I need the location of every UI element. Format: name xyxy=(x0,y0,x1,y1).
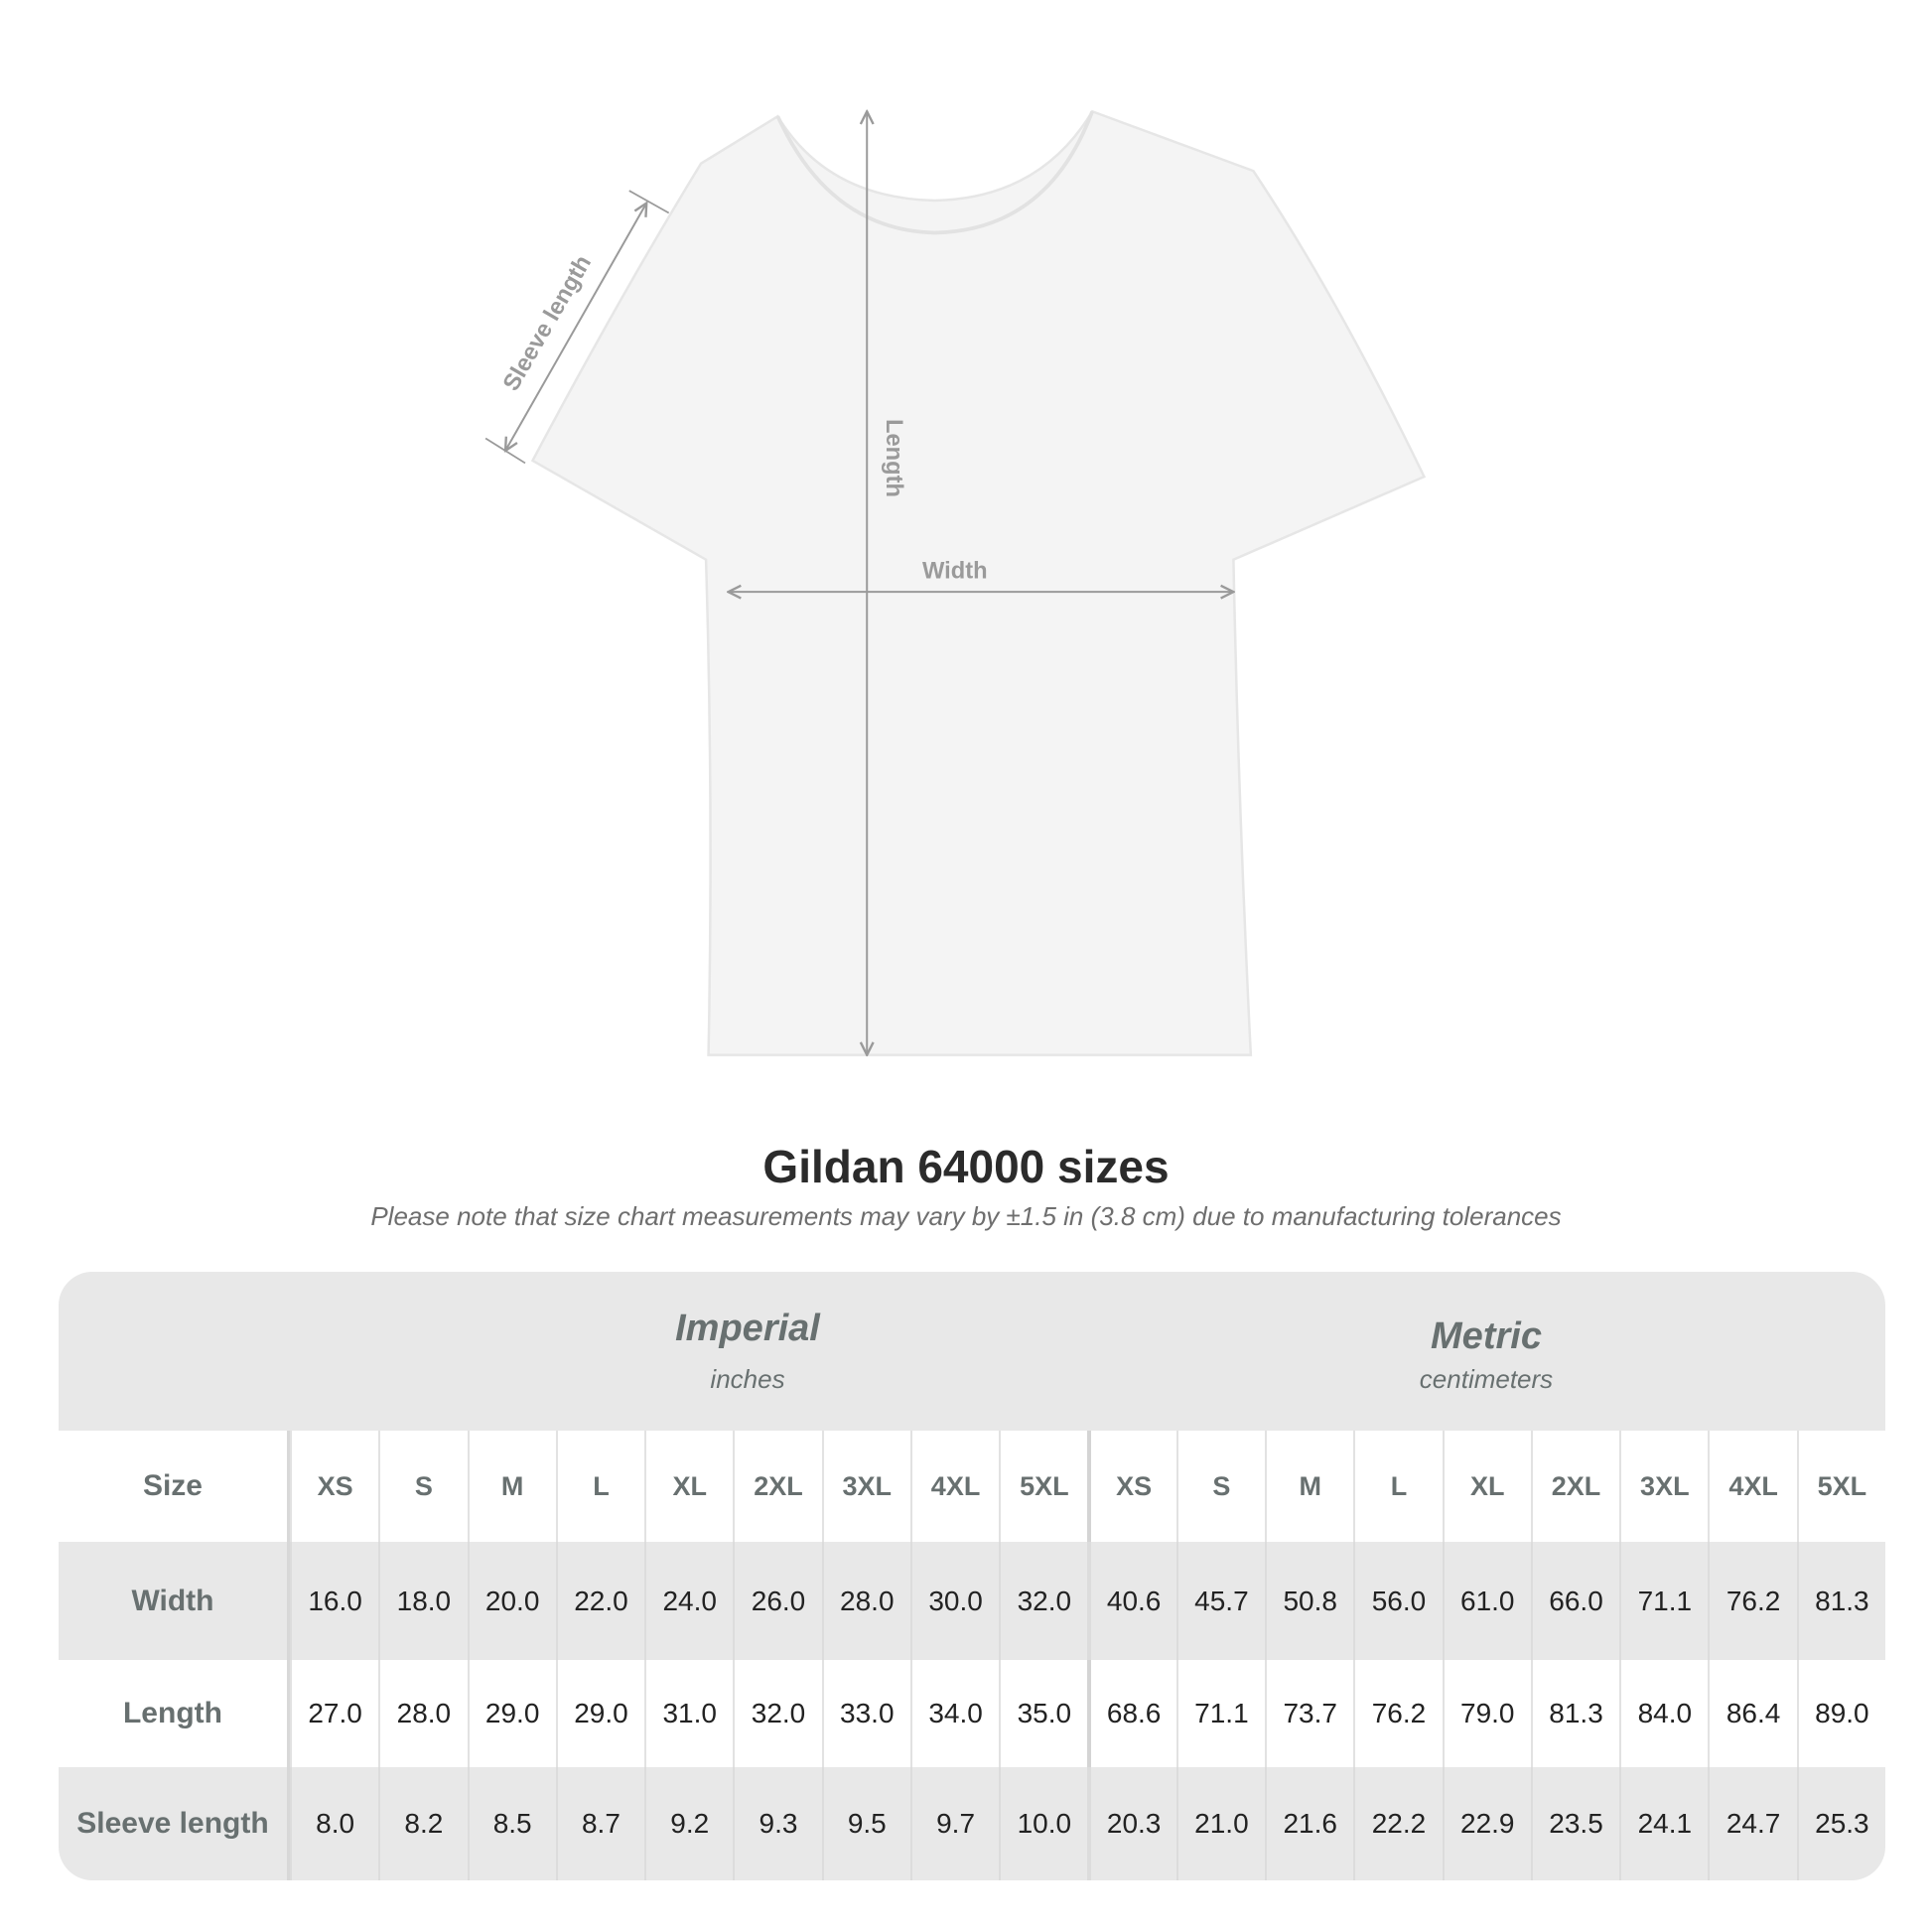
value-cell-imperial: 29.0 xyxy=(555,1660,644,1767)
value-cell-imperial: 9.2 xyxy=(644,1767,733,1880)
value-cell-metric: 50.8 xyxy=(1265,1542,1353,1660)
value-cell-metric: 20.3 xyxy=(1087,1767,1175,1880)
value-cell-metric: 61.0 xyxy=(1442,1542,1531,1660)
tshirt-diagram: Sleeve length Length Width xyxy=(484,0,1427,1092)
table-row: Length 27.0 28.0 29.0 29.0 31.0 32.0 33.0 34.0 35… xyxy=(59,1660,1885,1767)
size-header-imperial: 2XL xyxy=(733,1431,821,1542)
value-cell-imperial: 16.0 xyxy=(289,1542,378,1660)
value-cell-metric: 84.0 xyxy=(1619,1660,1708,1767)
value-cell-metric: 66.0 xyxy=(1530,1542,1619,1660)
value-cell-metric: 81.3 xyxy=(1796,1542,1885,1660)
size-header-metric: XL xyxy=(1442,1431,1531,1542)
size-header-imperial: XS xyxy=(289,1431,378,1542)
chart-title: Gildan 64000 sizes xyxy=(762,1141,1170,1192)
value-cell-metric: 79.0 xyxy=(1442,1660,1531,1767)
value-cell-metric: 40.6 xyxy=(1087,1542,1175,1660)
value-cell-metric: 71.1 xyxy=(1175,1660,1265,1767)
value-cell-imperial: 9.5 xyxy=(821,1767,910,1880)
value-cell-imperial: 8.0 xyxy=(289,1767,378,1880)
value-cell-imperial: 8.7 xyxy=(555,1767,644,1880)
value-cell-imperial: 34.0 xyxy=(909,1660,999,1767)
value-cell-metric: 24.7 xyxy=(1708,1767,1796,1880)
row-label: Width xyxy=(59,1542,290,1660)
value-cell-imperial: 29.0 xyxy=(467,1660,556,1767)
value-cell-metric: 76.2 xyxy=(1708,1542,1796,1660)
value-cell-metric: 86.4 xyxy=(1708,1660,1796,1767)
value-cell-metric: 73.7 xyxy=(1265,1660,1353,1767)
sleeve-arrow xyxy=(505,204,646,451)
size-header-metric: 5XL xyxy=(1796,1431,1885,1542)
size-header-imperial: L xyxy=(555,1431,644,1542)
size-header-imperial: S xyxy=(378,1431,467,1542)
value-cell-imperial: 28.0 xyxy=(378,1660,467,1767)
table-row: Width 16.0 18.0 20.0 22.0 24.0 26.0 28.0 30.0 32.… xyxy=(59,1542,1885,1660)
value-cell-imperial: 9.7 xyxy=(909,1767,999,1880)
size-header-imperial: M xyxy=(467,1431,556,1542)
row-label: Length xyxy=(59,1660,290,1767)
size-header-metric: 4XL xyxy=(1708,1431,1796,1542)
value-cell-metric: 76.2 xyxy=(1353,1660,1442,1767)
value-cell-imperial: 33.0 xyxy=(821,1660,910,1767)
size-table: Imperial inches Metric centimeters Size X… xyxy=(59,1272,1885,1880)
size-header-row: Size XS S M L XL 2XL 3XL 4XL 5XL XS S M L XL 2XL 3XL 4XL 5… xyxy=(59,1431,1885,1542)
size-header-metric: 3XL xyxy=(1619,1431,1708,1542)
size-header-metric: M xyxy=(1265,1431,1353,1542)
value-cell-imperial: 10.0 xyxy=(999,1767,1087,1880)
value-cell-imperial: 18.0 xyxy=(378,1542,467,1660)
value-cell-imperial: 30.0 xyxy=(909,1542,999,1660)
value-cell-metric: 81.3 xyxy=(1530,1660,1619,1767)
size-header-metric: 2XL xyxy=(1530,1431,1619,1542)
size-header-metric: L xyxy=(1353,1431,1442,1542)
value-cell-metric: 21.6 xyxy=(1265,1767,1353,1880)
tshirt-shape xyxy=(530,109,1427,1056)
value-cell-metric: 22.9 xyxy=(1442,1767,1531,1880)
size-header-imperial: 4XL xyxy=(909,1431,999,1542)
value-cell-imperial: 35.0 xyxy=(999,1660,1087,1767)
value-cell-imperial: 20.0 xyxy=(467,1542,556,1660)
imperial-header: Imperial inches xyxy=(348,1308,1147,1395)
value-cell-metric: 22.2 xyxy=(1353,1767,1442,1880)
row-label: Sleeve length xyxy=(59,1767,290,1880)
metric-header: Metric centimeters xyxy=(1087,1315,1885,1395)
collar xyxy=(775,110,1094,235)
value-cell-imperial: 32.0 xyxy=(999,1542,1087,1660)
size-header-imperial: 3XL xyxy=(821,1431,910,1542)
value-cell-imperial: 9.3 xyxy=(733,1767,821,1880)
value-cell-metric: 89.0 xyxy=(1796,1660,1885,1767)
value-cell-imperial: 8.2 xyxy=(378,1767,467,1880)
value-cell-imperial: 27.0 xyxy=(289,1660,378,1767)
value-cell-metric: 25.3 xyxy=(1796,1767,1885,1880)
length-label: Length xyxy=(881,419,906,497)
imperial-title: Imperial xyxy=(675,1308,820,1349)
size-header-metric: XS xyxy=(1087,1431,1175,1542)
imperial-unit: inches xyxy=(710,1364,785,1394)
width-label: Width xyxy=(922,558,988,584)
value-cell-imperial: 31.0 xyxy=(644,1660,733,1767)
size-header-imperial: 5XL xyxy=(999,1431,1087,1542)
value-cell-imperial: 26.0 xyxy=(733,1542,821,1660)
value-cell-metric: 23.5 xyxy=(1530,1767,1619,1880)
metric-unit: centimeters xyxy=(1419,1364,1554,1394)
value-cell-metric: 45.7 xyxy=(1175,1542,1265,1660)
value-cell-metric: 68.6 xyxy=(1087,1660,1175,1767)
value-cell-imperial: 24.0 xyxy=(644,1542,733,1660)
value-cell-metric: 71.1 xyxy=(1619,1542,1708,1660)
metric-title: Metric xyxy=(1431,1315,1542,1357)
unit-header: Imperial inches Metric centimeters xyxy=(59,1272,1885,1431)
value-cell-metric: 24.1 xyxy=(1619,1767,1708,1880)
size-header-metric: S xyxy=(1175,1431,1265,1542)
value-cell-metric: 56.0 xyxy=(1353,1542,1442,1660)
row-label: Size xyxy=(59,1431,290,1542)
tolerance-note: Please note that size chart measurements… xyxy=(370,1201,1562,1231)
value-cell-imperial: 28.0 xyxy=(821,1542,910,1660)
value-cell-imperial: 32.0 xyxy=(733,1660,821,1767)
value-cell-metric: 21.0 xyxy=(1175,1767,1265,1880)
value-cell-imperial: 22.0 xyxy=(555,1542,644,1660)
size-header-imperial: XL xyxy=(644,1431,733,1542)
table-row: Sleeve length 8.0 8.2 8.5 8.7 9.2 9.3 9.5 9.7 10.… xyxy=(59,1767,1885,1880)
value-cell-imperial: 8.5 xyxy=(467,1767,556,1880)
